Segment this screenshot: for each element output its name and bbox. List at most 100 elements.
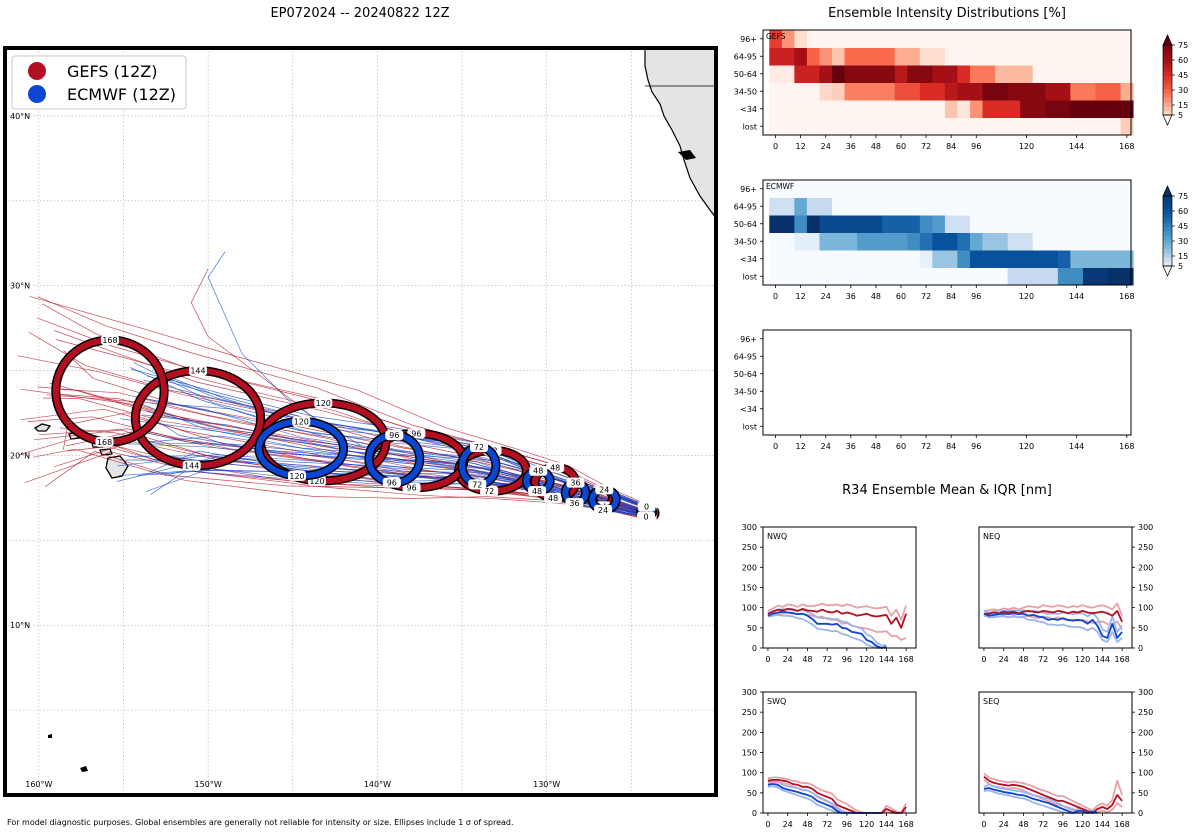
heatmap-cell — [944, 180, 958, 198]
heatmap-cell — [1095, 30, 1109, 48]
heatmap-cell — [832, 30, 846, 48]
ecmwf-intensity-heatmap: lost <34 34-50 50-64 64-95 96+ 0 12 24 36 48 60 72 84… — [734, 179, 1134, 301]
heatmap-cell — [1020, 180, 1034, 198]
heatmap-cell — [932, 117, 946, 136]
heatmap-cell — [1108, 250, 1122, 268]
gefs-iqr-high-line — [767, 602, 907, 621]
x-tick-label: 24 — [999, 655, 1009, 664]
legend-ecmwf-marker — [28, 85, 46, 103]
heatmap-cell — [1120, 197, 1134, 216]
heatmap-cell — [1095, 117, 1109, 136]
colorbar-segment — [1163, 88, 1172, 94]
heatmap-cell — [919, 65, 933, 83]
y-tick-label: 250 — [742, 543, 757, 552]
heatmap-cell — [1095, 65, 1109, 83]
heatmap-cell — [907, 100, 921, 118]
heatmap-cell — [1120, 215, 1134, 233]
heatmap-cell — [982, 65, 996, 83]
heatmap-cell — [1108, 197, 1122, 216]
heatmap-cell — [970, 100, 984, 118]
heatmap-cell — [1082, 100, 1096, 118]
y-tick-label: 100 — [742, 604, 757, 613]
heatmap-cell — [907, 180, 921, 198]
heatmap-cell — [869, 197, 883, 216]
heatmap-cell — [995, 197, 1009, 216]
hour-label: 96 — [389, 431, 399, 440]
legend-gefs-marker — [28, 62, 46, 80]
x-tick-label: 60 — [896, 292, 906, 301]
x-tick-label: 24 — [999, 820, 1009, 829]
heatmap-cell — [907, 117, 921, 136]
heatmap-cell — [869, 47, 883, 66]
colorbar-segment — [1163, 84, 1172, 90]
heatmap-cell — [844, 117, 858, 136]
y-tick-label: 250 — [1138, 708, 1153, 717]
hour-label-box — [382, 477, 401, 488]
heatmap-cell — [1020, 267, 1034, 286]
heatmap-cell — [995, 65, 1009, 83]
heatmap-cell — [781, 232, 795, 251]
x-tick-label: 144 — [1069, 442, 1084, 451]
colorbar-segment — [1163, 244, 1172, 249]
row-label: 96+ — [740, 335, 757, 344]
heatmap-cell — [894, 30, 908, 48]
y-tick-label: 100 — [1138, 604, 1153, 613]
heatmap-cell — [1032, 267, 1046, 286]
hour-label: 144 — [190, 367, 205, 376]
heatmap-cell — [970, 197, 984, 216]
heatmap-cell — [806, 30, 820, 48]
gefs-mean-line — [767, 608, 907, 629]
heatmap-cell — [806, 65, 820, 83]
heatmap-cell — [1070, 250, 1084, 268]
heatmap-cell — [944, 267, 958, 286]
heatmap-cell — [1082, 82, 1096, 101]
heatmap-cell — [1032, 65, 1046, 83]
y-tick-label: 50 — [1138, 789, 1148, 798]
heatmap-cell — [1020, 30, 1034, 48]
hour-label-box — [637, 501, 656, 512]
y-tick-label: 50 — [747, 789, 757, 798]
heatmap-cell — [806, 250, 820, 268]
heatmap-cell — [1057, 215, 1071, 233]
heatmap-cell — [882, 117, 896, 136]
gefs-mean-line — [983, 775, 1123, 814]
x-tick-label: 48 — [1018, 655, 1028, 664]
heatmap-cell — [1057, 82, 1071, 101]
heatmap-cell — [882, 47, 896, 66]
heatmap-cell — [932, 65, 946, 83]
lat-tick-label: 10°N — [10, 621, 30, 630]
heatmap-cell — [957, 117, 971, 136]
hour-label: 24 — [598, 506, 608, 515]
heatmap-cell — [857, 100, 871, 118]
heatmap-cell — [769, 250, 783, 268]
heatmap-cell — [970, 215, 984, 233]
y-tick-label: 150 — [742, 749, 757, 758]
heatmap-cell — [1095, 82, 1109, 101]
hour-label: 120 — [289, 472, 304, 481]
heatmap-cell — [1045, 47, 1059, 66]
heatmap-cell — [932, 215, 946, 233]
heatmap-cell — [1120, 82, 1134, 101]
heatmap-cell — [832, 250, 846, 268]
row-label: <34 — [740, 255, 757, 264]
heatmap-cell — [1007, 65, 1021, 83]
heatmap-cell — [1045, 267, 1059, 286]
heatmap-cell — [882, 82, 896, 101]
heatmap-cell — [919, 232, 933, 251]
heatmap-cell — [806, 82, 820, 101]
heatmap-cell — [1070, 82, 1084, 101]
heatmap-cell — [781, 47, 795, 66]
hour-label-box — [100, 335, 119, 346]
heatmap-cell — [806, 117, 820, 136]
heatmap-cell — [1070, 267, 1084, 286]
hour-label-box — [470, 441, 488, 452]
heatmap-cell — [907, 215, 921, 233]
gefs-colorbar: 515 30 45 60 75 — [1162, 34, 1188, 126]
r34-panel-neq: NEQ 0 24 48 72 96 120 144 168 0 50 100 150 200 250 300 — [978, 523, 1153, 664]
gefs-iqr-high-line — [983, 772, 1123, 812]
x-tick-label: 36 — [846, 442, 856, 451]
heatmap-cell — [794, 47, 808, 66]
heatmap-cell — [806, 197, 820, 216]
heatmap-cell — [1070, 215, 1084, 233]
heatmap-cell — [907, 65, 921, 83]
